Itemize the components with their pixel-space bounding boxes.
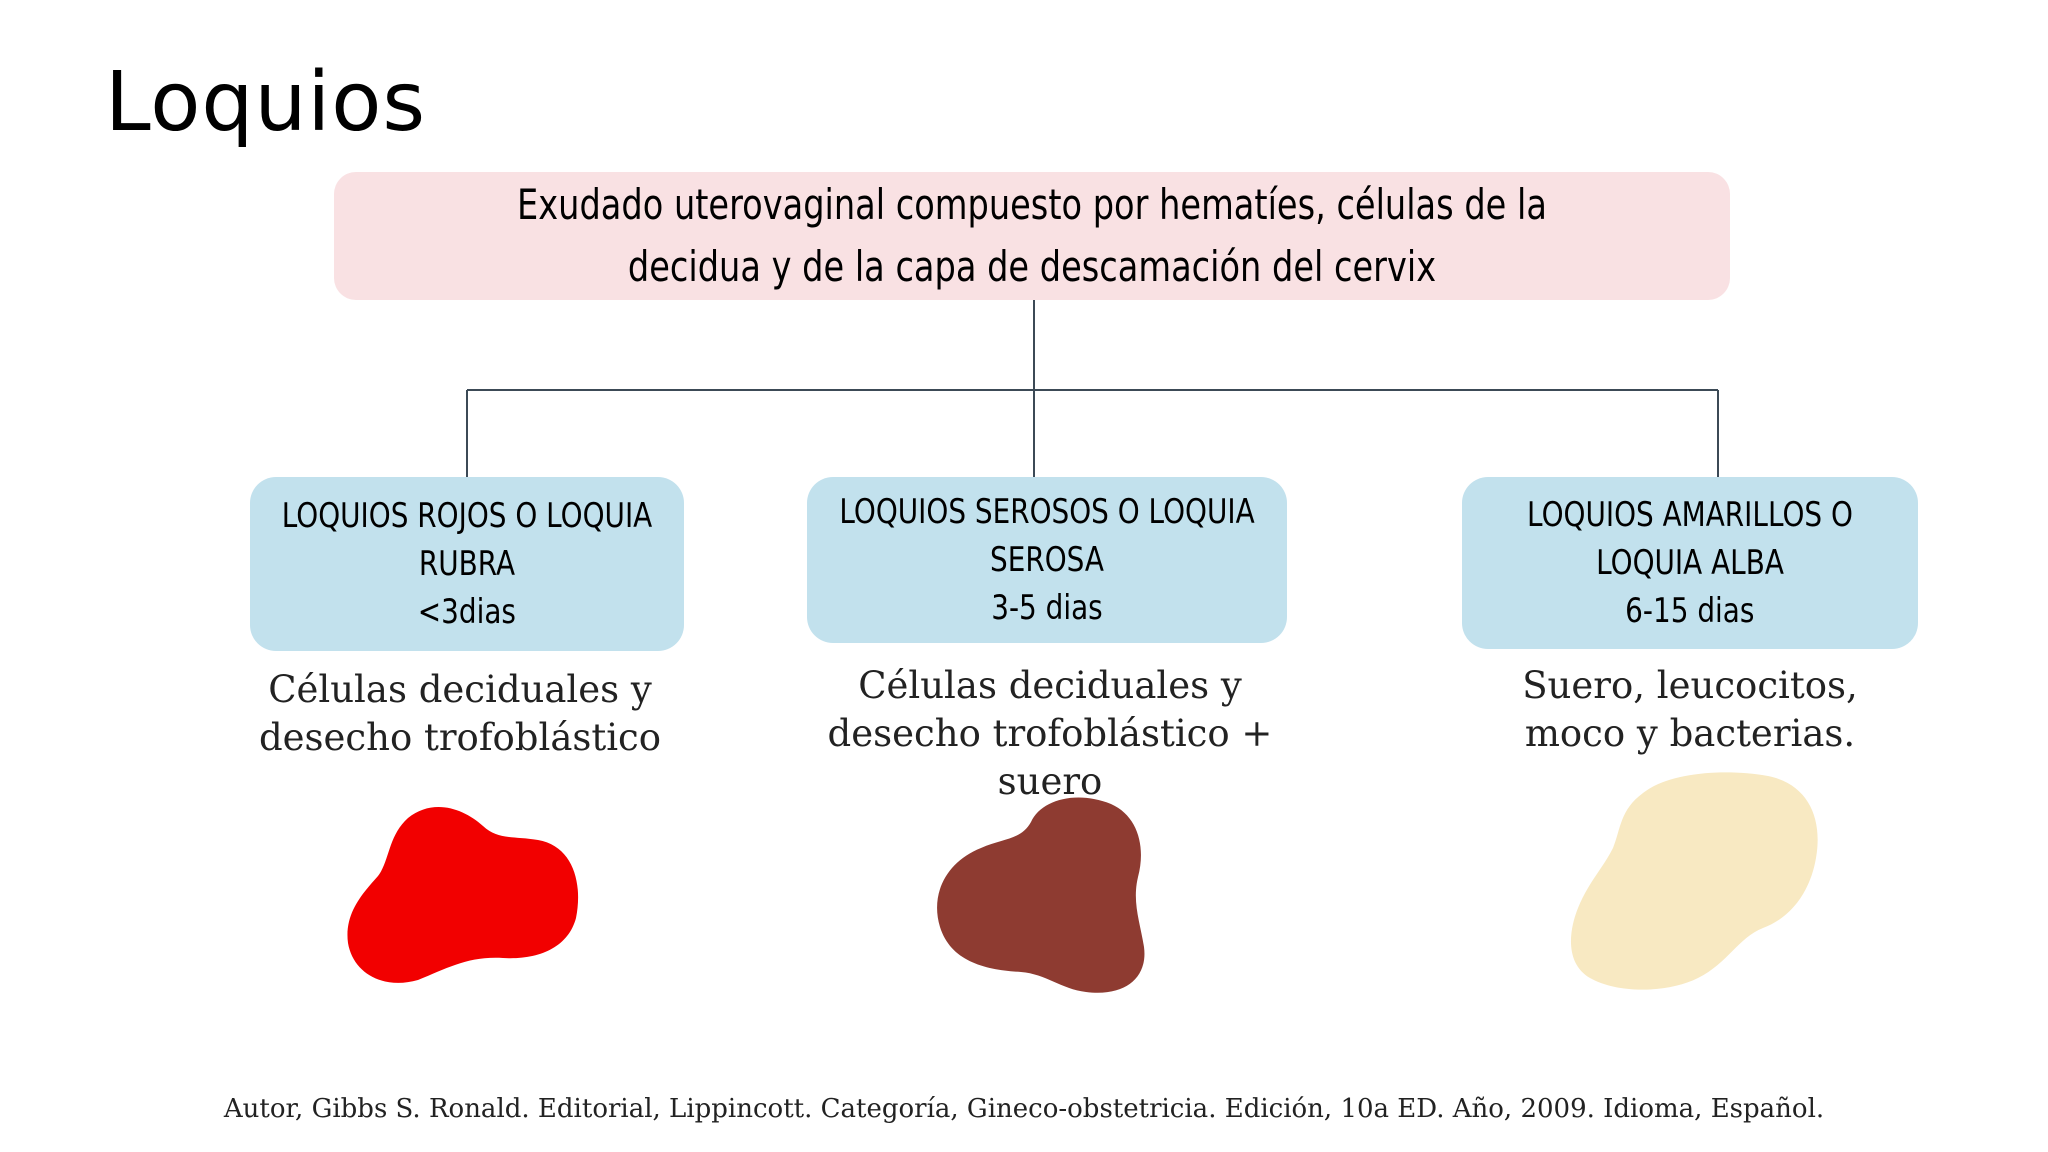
category-box-rojos: LOQUIOS ROJOS O LOQUIA RUBRA <3dias — [250, 477, 684, 651]
category-name-amarillos: LOQUIOS AMARILLOS O LOQUIA ALBA — [1527, 495, 1853, 583]
category-box-amarillos: LOQUIOS AMARILLOS O LOQUIA ALBA 6-15 dia… — [1462, 477, 1918, 649]
red-lochia-swatch — [347, 806, 579, 983]
category-days-amarillos: 6-15 dias — [1625, 591, 1755, 631]
composition-amarillos: Suero, leucocitos, moco y bacterias. — [1522, 664, 1858, 755]
citation: Autor, Gibbs S. Ronald. Editorial, Lippi… — [223, 1094, 1825, 1124]
composition-serosos: Células deciduales y desecho trofoblásti… — [827, 664, 1273, 803]
composition-rojos: Células deciduales y desecho trofoblásti… — [258, 668, 662, 759]
cream-lochia-swatch — [1570, 772, 1818, 990]
category-days-serosos: 3-5 dias — [991, 588, 1103, 628]
definition-text: Exudado uterovaginal compuesto por hemat… — [517, 180, 1547, 291]
category-days-rojos: <3dias — [417, 592, 517, 632]
category-name-serosos: LOQUIOS SEROSOS O LOQUIA SEROSA — [839, 492, 1255, 580]
red-blob-shape — [347, 806, 579, 983]
category-box-serosos: LOQUIOS SEROSOS O LOQUIA SEROSA 3-5 dias — [807, 477, 1287, 643]
brown-blob-shape — [937, 797, 1145, 993]
brown-lochia-swatch — [937, 797, 1145, 993]
category-name-rojos: LOQUIOS ROJOS O LOQUIA RUBRA — [281, 496, 653, 584]
definition-box: Exudado uterovaginal compuesto por hemat… — [334, 172, 1730, 300]
cream-blob-shape — [1570, 772, 1818, 990]
page-title: Loquios — [105, 55, 427, 150]
